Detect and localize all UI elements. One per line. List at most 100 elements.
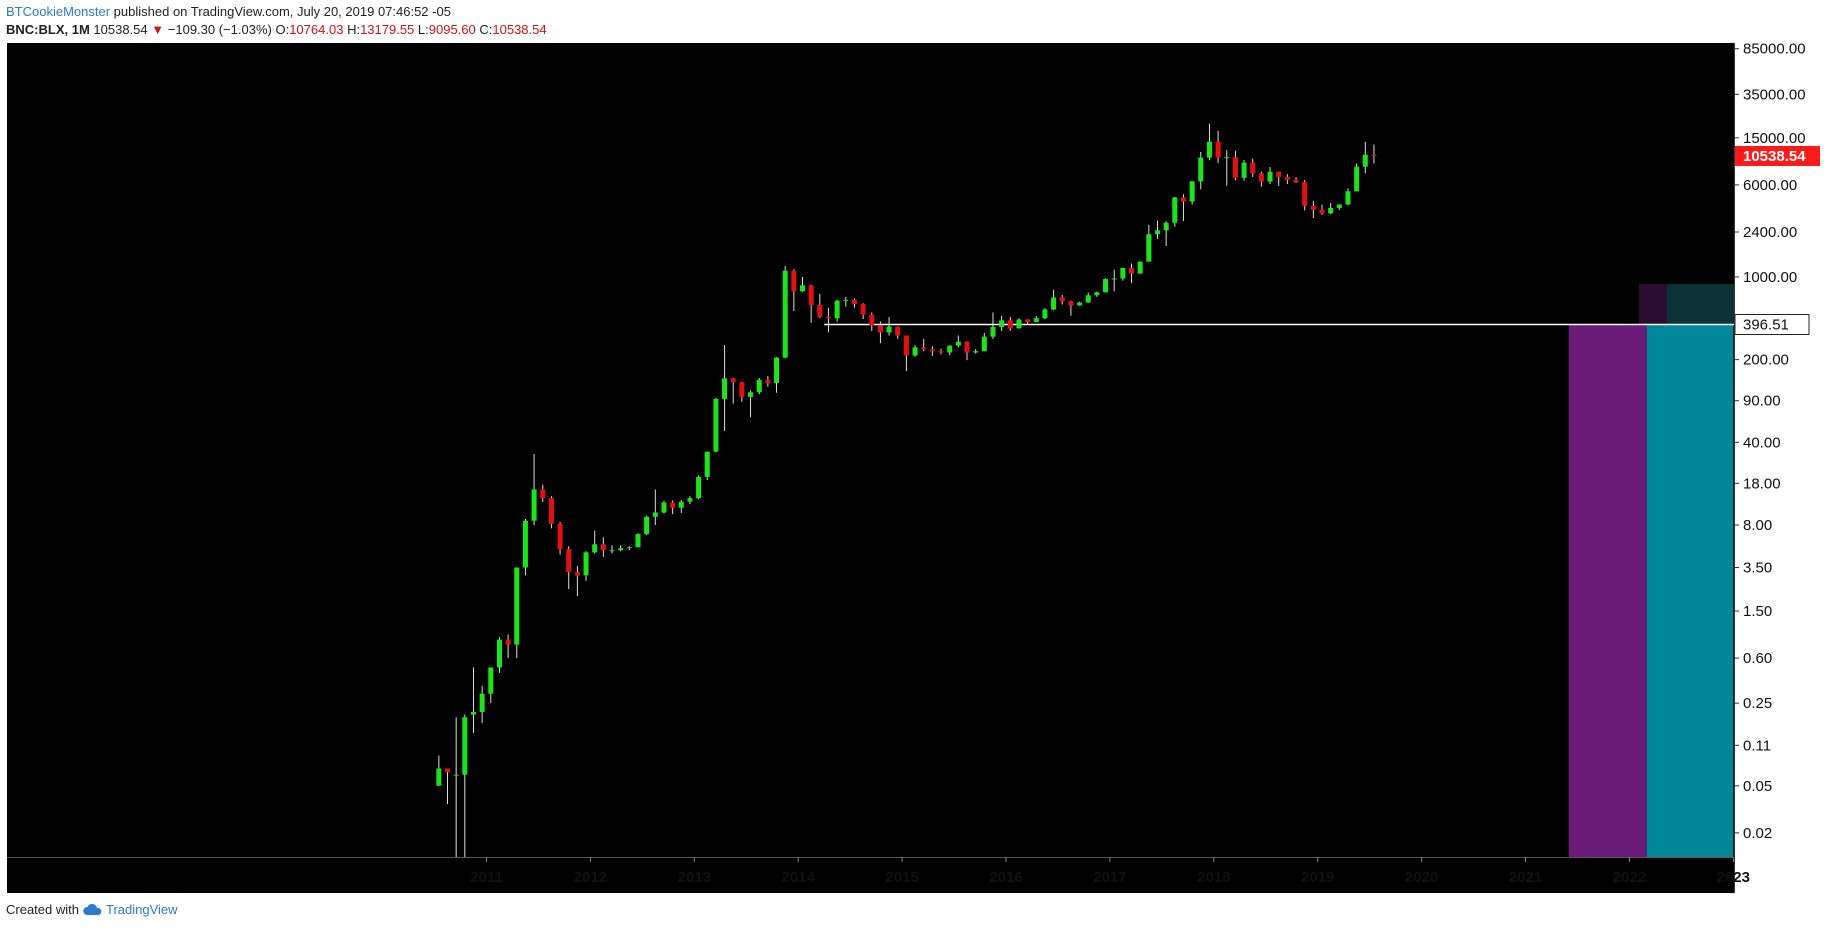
published-text: published on TradingView.com, July 20, 2… xyxy=(113,4,451,19)
candle-body xyxy=(1336,204,1342,208)
candle-body xyxy=(644,516,650,535)
candle-body xyxy=(1094,292,1100,296)
candle-body xyxy=(1362,154,1368,167)
footer: Created with TradingView xyxy=(6,902,178,917)
candle-body xyxy=(1198,157,1204,182)
candle-body xyxy=(903,335,909,356)
candle-body xyxy=(981,336,987,352)
candle-body xyxy=(912,347,918,356)
open-label: O: xyxy=(275,22,290,37)
x-tick-label: 2022 xyxy=(1613,869,1646,886)
candle-body xyxy=(782,270,788,358)
x-tick-label: 2020 xyxy=(1405,869,1438,886)
x-tick-label: 2018 xyxy=(1197,869,1230,886)
candle-body xyxy=(825,316,831,319)
candle-body xyxy=(1051,297,1057,310)
candle-body xyxy=(851,299,857,305)
candle-body xyxy=(687,498,693,502)
candle-body xyxy=(436,768,442,786)
y-tick-label: 1.50 xyxy=(1743,603,1772,620)
candle-body xyxy=(1163,222,1169,231)
x-tick-label: 2014 xyxy=(782,869,816,886)
candle-body xyxy=(1232,157,1238,178)
candle-body xyxy=(1189,181,1195,202)
candle-body xyxy=(462,717,468,775)
candle-body xyxy=(678,501,684,508)
candle-body xyxy=(990,327,996,337)
price-axis-background xyxy=(1734,43,1820,893)
candle-body xyxy=(1146,234,1152,262)
candle-body xyxy=(765,379,771,383)
candle-body xyxy=(730,378,736,383)
candle-body xyxy=(722,378,728,399)
candle-body xyxy=(600,544,606,551)
candle-body xyxy=(574,572,580,576)
y-tick-label: 15000.00 xyxy=(1743,130,1806,147)
open-value: 10764.03 xyxy=(289,22,344,37)
candle-body xyxy=(566,549,572,573)
candle-body xyxy=(1206,141,1212,158)
level-badge xyxy=(1734,313,1810,335)
x-tick-label: 2023 xyxy=(1717,869,1750,886)
candle-body xyxy=(626,547,632,549)
candle-body xyxy=(1154,230,1160,235)
candle-body xyxy=(1007,320,1013,329)
last-value: 10538.54 xyxy=(93,22,148,37)
author-link[interactable]: BTCookieMonster xyxy=(6,4,111,19)
symbol-label: BNC:BLX, 1M xyxy=(6,22,90,37)
x-tick-label: 2017 xyxy=(1093,869,1126,886)
x-tick-label: 2021 xyxy=(1509,869,1542,886)
close-label: C: xyxy=(479,22,493,37)
candle-body xyxy=(1310,205,1316,210)
candle-body xyxy=(1319,209,1325,214)
candle-body xyxy=(999,320,1005,328)
y-tick-label: 35000.00 xyxy=(1743,86,1806,103)
candle-body xyxy=(652,512,658,517)
candle-body xyxy=(834,300,840,319)
candle-body xyxy=(1250,162,1256,174)
candle-body xyxy=(548,498,554,524)
candle-body xyxy=(1371,154,1377,156)
candle-body xyxy=(1042,309,1048,319)
close-value: 10538.54 xyxy=(492,22,547,37)
publish-header: BTCookieMonster published on TradingView… xyxy=(6,3,451,20)
y-tick-label: 0.60 xyxy=(1743,650,1772,667)
time-axis-background xyxy=(7,857,1734,893)
y-tick-label: 0.11 xyxy=(1743,737,1771,754)
candle-body xyxy=(1276,171,1282,177)
candle-body xyxy=(1215,141,1221,158)
candle-body xyxy=(1033,318,1039,323)
tradingview-link[interactable]: TradingView xyxy=(83,902,178,917)
candle-body xyxy=(1258,173,1264,182)
low-value: 9095.60 xyxy=(428,22,476,37)
y-tick-label: 200.00 xyxy=(1743,352,1789,369)
y-tick-label: 40.00 xyxy=(1743,434,1781,451)
price-chart[interactable]: 85000.00 35000.00 15000.00 6000.00 2400.00 10… xyxy=(7,43,1820,893)
candle-body xyxy=(713,398,719,452)
candle-body xyxy=(800,285,805,292)
chart-container[interactable]: 85000.00 35000.00 15000.00 6000.00 2400.00 10… xyxy=(7,43,1820,893)
candle-body xyxy=(739,382,745,397)
candle-body xyxy=(1354,166,1360,192)
candle-body xyxy=(1120,268,1126,279)
y-tick-label: 90.00 xyxy=(1743,393,1781,410)
candle-body xyxy=(1267,171,1273,182)
candle-body xyxy=(505,639,511,645)
created-with-text: Created with xyxy=(6,902,79,917)
candle-body xyxy=(973,351,979,353)
candle-body xyxy=(756,379,762,393)
candle-body xyxy=(618,548,624,551)
candle-body xyxy=(488,667,494,694)
candle-body xyxy=(557,523,563,550)
candle-body xyxy=(1016,319,1022,329)
low-label: L: xyxy=(417,22,429,37)
candle-body xyxy=(1302,182,1308,206)
candle-body xyxy=(540,489,546,499)
candle-body xyxy=(696,476,702,499)
candle-body xyxy=(886,326,892,333)
candle-body xyxy=(964,341,970,353)
y-tick-label: 8.00 xyxy=(1743,517,1772,534)
x-tick-label: 2013 xyxy=(678,869,711,886)
candle-body xyxy=(1284,176,1290,180)
y-tick-label: 6000.00 xyxy=(1743,177,1797,194)
